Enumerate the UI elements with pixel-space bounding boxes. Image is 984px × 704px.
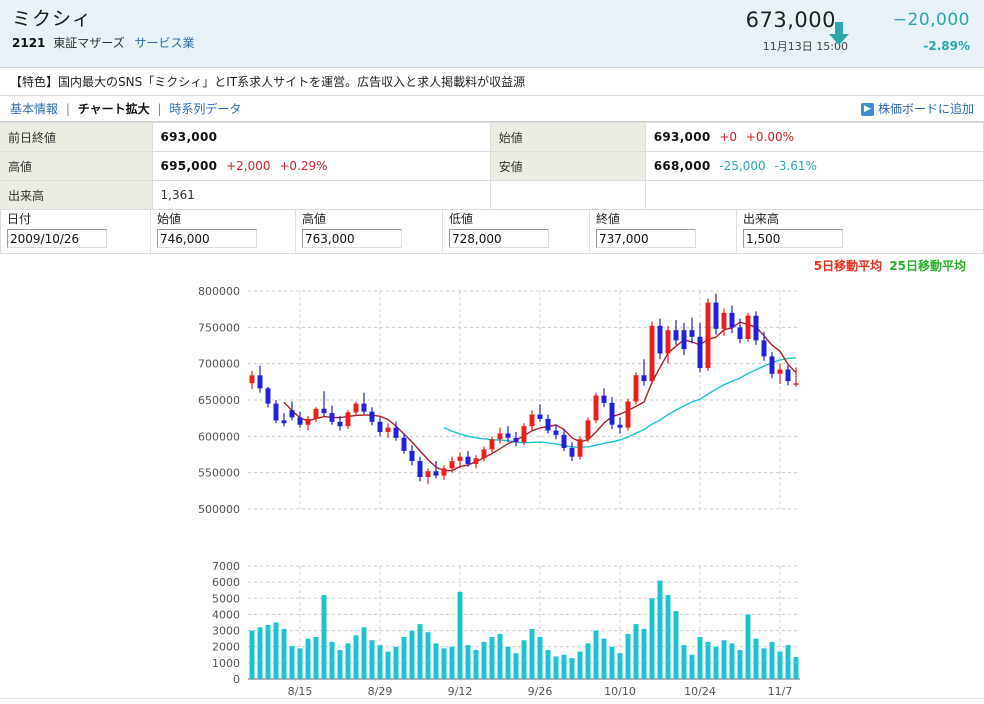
- table-row: 前日終値 693,000 始値 693,000 +0 +0.00%: [0, 122, 984, 152]
- table-row: 出来高 1,361: [0, 180, 984, 210]
- svg-text:8/29: 8/29: [368, 685, 393, 698]
- stat-value-empty: [645, 180, 984, 210]
- svg-text:9/12: 9/12: [448, 685, 473, 698]
- stats-table-body: 前日終値 693,000 始値 693,000 +0 +0.00% 高値 695…: [0, 122, 984, 210]
- ohlc-input-close[interactable]: [596, 229, 696, 248]
- stat-label-prev-close: 前日終値: [0, 122, 153, 152]
- price-block: 673,000 11月13日 15:00 −20,000 -2.89%: [700, 6, 976, 62]
- ohlc-label-volume: 出来高: [743, 212, 780, 226]
- stats-table: 前日終値 693,000 始値 693,000 +0 +0.00% 高値 695…: [0, 122, 984, 210]
- stat-value-open: 693,000 +0 +0.00%: [645, 122, 984, 152]
- svg-text:550000: 550000: [198, 467, 240, 480]
- svg-text:700000: 700000: [198, 358, 240, 371]
- svg-text:5000: 5000: [212, 592, 240, 605]
- chart-canvas[interactable]: 800000 750000 700000 650000 600000 550000 5000…: [0, 254, 984, 699]
- ohlc-label-close: 終値: [596, 212, 621, 226]
- stock-sector-link[interactable]: サービス業: [134, 36, 195, 50]
- stat-label-low: 安値: [489, 151, 646, 181]
- company-feature-text: 【特色】国内最大のSNS「ミクシィ」とIT系求人サイトを運営。広告収入と求人掲載…: [0, 68, 984, 96]
- tab-timeseries-data[interactable]: 時系列データ: [169, 102, 242, 116]
- ohlc-input-date[interactable]: [7, 229, 107, 248]
- add-to-board-button[interactable]: ▶ 株価ボードに追加: [860, 96, 974, 122]
- legend-ma5: 5日移動平均: [813, 259, 883, 273]
- stock-chart[interactable]: 5日移動平均 25日移動平均 800000 750000 700000 650000 6…: [0, 254, 984, 699]
- stat-label-open: 始値: [489, 122, 646, 152]
- ohlc-label-high: 高値: [302, 212, 327, 226]
- stat-main-open: 693,000: [653, 130, 711, 144]
- svg-text:10/10: 10/10: [604, 685, 636, 698]
- price-timestamp: 11月13日 15:00: [762, 40, 848, 53]
- stat-value-volume: 1,361: [152, 180, 491, 210]
- stat-delta-high: +2,000: [226, 159, 271, 173]
- stat-main-high: 695,000: [160, 159, 218, 173]
- stat-value-prev-close: 693,000: [152, 122, 491, 152]
- tab-basic-info[interactable]: 基本情報: [10, 102, 59, 116]
- stat-pct-low: -3.61%: [774, 159, 817, 173]
- stat-main-volume: 1,361: [160, 188, 195, 202]
- stock-name: ミクシィ: [12, 8, 93, 30]
- ohlc-input-volume[interactable]: [743, 229, 843, 248]
- legend-ma25: 25日移動平均: [889, 259, 966, 273]
- stock-header: ミクシィ 2121 東証マザーズ サービス業 673,000 11月13日 15…: [0, 0, 984, 68]
- ohlc-input-open[interactable]: [157, 229, 257, 248]
- stat-pct-high: +0.29%: [279, 159, 328, 173]
- svg-text:2000: 2000: [212, 641, 240, 654]
- svg-text:11/7: 11/7: [768, 685, 793, 698]
- add-to-board-label: 株価ボードに追加: [877, 102, 974, 116]
- svg-text:0: 0: [233, 673, 240, 686]
- table-row: 高値 695,000 +2,000 +0.29% 安値 668,000 -25,…: [0, 151, 984, 181]
- ohlc-label-date: 日付: [7, 212, 32, 226]
- svg-text:4000: 4000: [212, 608, 240, 621]
- price-change-pct: -2.89%: [923, 39, 970, 53]
- ohlc-field-low: 低値: [443, 210, 590, 254]
- stat-main-prev-close: 693,000: [160, 130, 218, 144]
- price-change: −20,000: [892, 10, 970, 30]
- svg-text:1000: 1000: [212, 657, 240, 670]
- stat-label-high: 高値: [0, 151, 153, 181]
- stat-delta-low: -25,000: [719, 159, 766, 173]
- tab-separator-2: |: [157, 102, 162, 116]
- ohlc-field-high: 高値: [296, 210, 443, 254]
- svg-text:750000: 750000: [198, 321, 240, 334]
- ohlc-input-high[interactable]: [302, 229, 402, 248]
- stat-value-high: 695,000 +2,000 +0.29%: [152, 151, 491, 181]
- stat-value-low: 668,000 -25,000 -3.61%: [645, 151, 984, 181]
- stat-main-low: 668,000: [653, 159, 711, 173]
- ohlc-inspector: 日付 始値 高値 低値 終値 出来高: [0, 210, 984, 254]
- ohlc-label-low: 低値: [449, 212, 474, 226]
- ohlc-field-close: 終値: [590, 210, 737, 254]
- arrow-right-box-icon: ▶: [860, 102, 874, 116]
- stat-label-volume: 出来高: [0, 180, 153, 210]
- svg-text:9/26: 9/26: [528, 685, 553, 698]
- tab-chart-expand[interactable]: チャート拡大: [77, 102, 150, 116]
- stock-market: 東証マザーズ: [53, 36, 125, 50]
- stat-delta-open: +0: [719, 130, 738, 144]
- stock-meta: 2121 東証マザーズ サービス業: [12, 35, 972, 51]
- svg-text:8/15: 8/15: [288, 685, 313, 698]
- svg-text:3000: 3000: [212, 625, 240, 638]
- ohlc-field-volume: 出来高: [737, 210, 903, 254]
- svg-text:650000: 650000: [198, 394, 240, 407]
- tabs-bar: 基本情報 | チャート拡大 | 時系列データ ▶ 株価ボードに追加: [0, 96, 984, 122]
- svg-text:800000: 800000: [198, 285, 240, 298]
- ohlc-field-date: 日付: [1, 210, 151, 254]
- svg-text:600000: 600000: [198, 430, 240, 443]
- stat-label-empty: [489, 180, 646, 210]
- svg-text:7000: 7000: [212, 560, 240, 573]
- chart-legend: 5日移動平均 25日移動平均: [814, 257, 966, 274]
- svg-text:10/24: 10/24: [684, 685, 716, 698]
- tab-separator-1: |: [65, 102, 70, 116]
- stock-code: 2121: [12, 36, 46, 50]
- ohlc-label-open: 始値: [157, 212, 182, 226]
- ohlc-field-open: 始値: [151, 210, 296, 254]
- svg-text:6000: 6000: [212, 576, 240, 589]
- stat-pct-open: +0.00%: [745, 130, 795, 144]
- current-price: 673,000: [745, 8, 836, 32]
- ohlc-input-low[interactable]: [449, 229, 549, 248]
- svg-text:500000: 500000: [198, 503, 240, 516]
